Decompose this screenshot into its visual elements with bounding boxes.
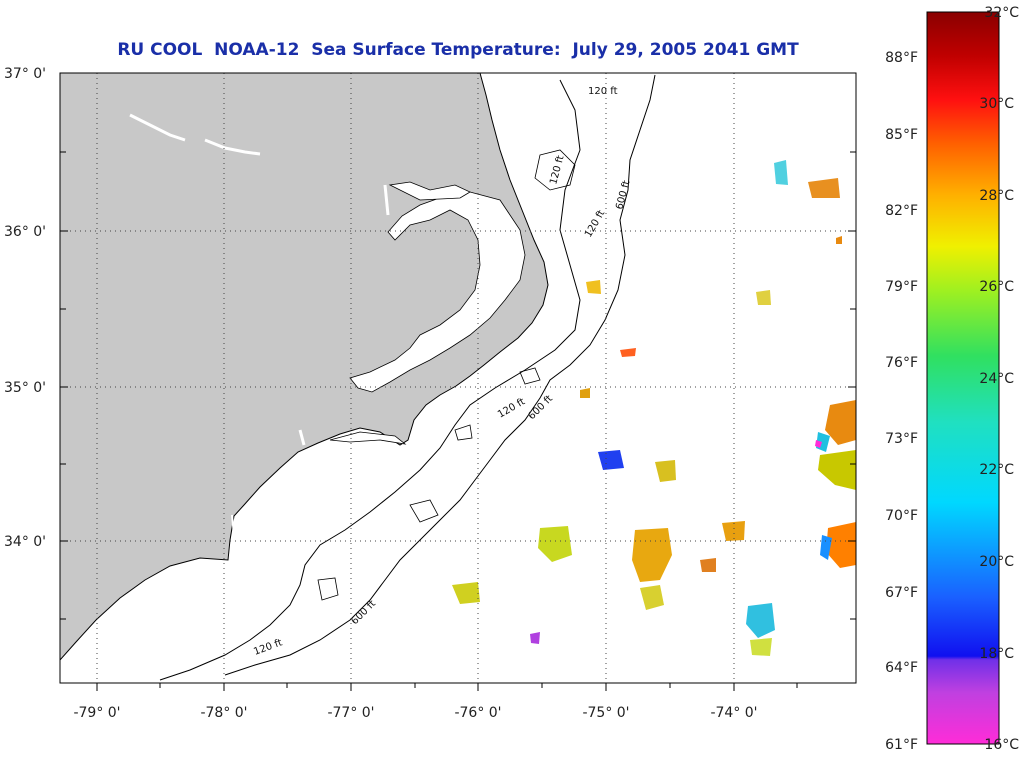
sst-patch-e <box>722 521 745 541</box>
cbar-c-18: 18°C <box>979 646 1014 662</box>
cbar-f-76: 76°F <box>885 355 918 371</box>
sst-patch-n <box>756 290 771 305</box>
cbar-f-79: 79°F <box>885 279 918 295</box>
colorbar-gradient <box>926 11 1000 745</box>
cbar-c-20: 20°C <box>979 554 1014 570</box>
cbar-c-24: 24°C <box>979 371 1014 387</box>
sst-patch-c <box>746 603 775 638</box>
cbar-f-88: 88°F <box>885 50 918 66</box>
colorbar: 88°F 85°F 82°F 79°F 76°F 73°F 70°F 67°F … <box>885 5 1019 753</box>
sst-patch-j <box>808 178 840 198</box>
cbar-f-64: 64°F <box>885 660 918 676</box>
sst-patch-east-5 <box>826 522 856 568</box>
contour-label-1: 120 ft <box>588 86 618 97</box>
river-4 <box>298 429 306 446</box>
cbar-f-73: 73°F <box>885 431 918 447</box>
river-3 <box>383 184 390 216</box>
bogue-sound <box>329 431 407 445</box>
contour-120ft <box>159 79 581 681</box>
river-5 <box>229 514 237 561</box>
contour-loop-5 <box>317 577 339 601</box>
sst-patch-f <box>655 460 676 482</box>
sst-patch-a <box>632 528 672 582</box>
map-title: RU COOL NOAA-12 Sea Surface Temperature:… <box>117 40 799 60</box>
lat-label-35: 35° 0' <box>4 380 46 396</box>
sst-patch-m <box>586 280 601 294</box>
cbar-f-61: 61°F <box>885 737 918 753</box>
sst-patch-l <box>530 632 540 644</box>
pamlico-sound <box>349 191 526 393</box>
lon-label-76: -76° 0' <box>454 705 501 721</box>
sst-patch-d <box>640 585 664 610</box>
lon-label-74: -74° 0' <box>710 705 757 721</box>
sst-patch-q <box>750 638 772 656</box>
cbar-c-32: 32°C <box>984 5 1019 21</box>
sst-patch-east-2 <box>818 450 856 490</box>
sst-patch-g <box>598 450 624 470</box>
sst-patch-k <box>620 348 636 357</box>
albemarle-sound <box>388 181 471 201</box>
lat-label-37: 37° 0' <box>4 66 46 82</box>
sst-patch-east-4 <box>815 440 822 448</box>
cbar-f-82: 82°F <box>885 203 918 219</box>
river-2 <box>204 138 261 156</box>
river-1 <box>129 113 186 142</box>
ticks <box>60 72 856 691</box>
cbar-c-22: 22°C <box>979 462 1014 478</box>
sst-patch-east-6 <box>820 535 832 560</box>
contour-loop-1 <box>534 149 576 191</box>
sst-patch-b <box>538 526 572 562</box>
sst-patch-o <box>836 236 842 244</box>
sst-patches <box>452 160 856 656</box>
cbar-c-16: 16°C <box>984 737 1019 753</box>
contour-loop-4 <box>519 367 541 385</box>
cbar-f-85: 85°F <box>885 127 918 143</box>
sst-patch-r <box>700 558 716 572</box>
contour-loop-3 <box>409 499 439 523</box>
contour-600ft <box>224 74 656 676</box>
graticule <box>60 73 856 683</box>
lon-label-75: -75° 0' <box>582 705 629 721</box>
lon-label-78: -78° 0' <box>200 705 247 721</box>
sst-patch-east-1 <box>825 400 856 445</box>
cbar-f-70: 70°F <box>885 508 918 524</box>
cbar-c-30: 30°C <box>979 96 1014 112</box>
lon-label-77: -77° 0' <box>327 705 374 721</box>
lat-label-36: 36° 0' <box>4 224 46 240</box>
lon-label-79: -79° 0' <box>73 705 120 721</box>
cbar-c-28: 28°C <box>979 188 1014 204</box>
sst-patch-i <box>774 160 788 185</box>
contour-loop-2 <box>454 424 473 441</box>
cbar-c-26: 26°C <box>979 279 1014 295</box>
cbar-f-67: 67°F <box>885 585 918 601</box>
lat-label-34: 34° 0' <box>4 534 46 550</box>
sst-patch-p <box>580 388 590 398</box>
sst-patch-h <box>452 582 480 604</box>
